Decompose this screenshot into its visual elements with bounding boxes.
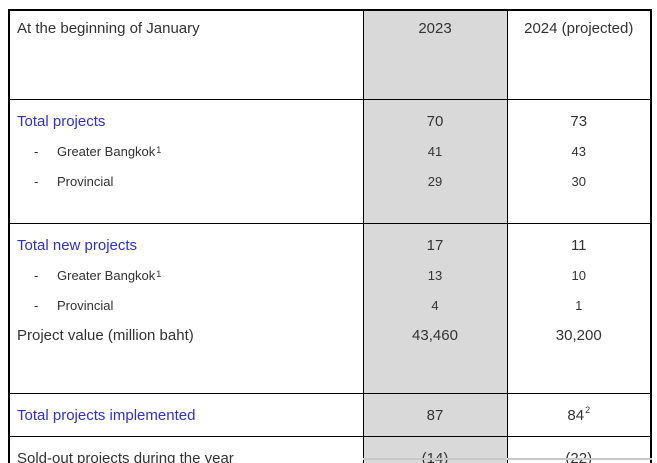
value-2023: 17 — [426, 236, 444, 254]
section-title-row: Total projects — [17, 106, 359, 136]
value-2024: 84 — [567, 406, 585, 424]
value-2023: 87 — [426, 406, 444, 424]
value-2024: 11 — [570, 236, 587, 254]
footnote-marker-2: 2 — [585, 404, 591, 415]
dash-bullet: - — [34, 143, 39, 159]
value-2024: 1 — [575, 297, 583, 313]
value-2023: 4 — [431, 297, 439, 313]
header-row-label: At the beginning of January — [8, 9, 364, 100]
sub-row-label: Greater Bangkok — [57, 267, 156, 283]
value-2024: 30 — [571, 173, 586, 189]
section-title-label: Total new projects — [17, 236, 138, 254]
sub-row: - Greater Bangkok 1 — [34, 267, 162, 283]
section-title-label: Total projects implemented — [17, 406, 196, 424]
dash-bullet: - — [34, 297, 39, 313]
dash-bullet: - — [34, 267, 39, 283]
sub-row: - Provincial — [17, 290, 359, 320]
sub-row-label: Provincial — [57, 297, 114, 313]
dash-bullet: - — [34, 173, 39, 189]
row-label: Project value (million baht) — [17, 326, 194, 344]
projects-summary-table: At the beginning of January 2023 2024 (p… — [8, 9, 652, 463]
table-section-total-projects: Total projects - Greater Bangkok 1 - Provin… — [8, 99, 652, 224]
sub-row: - Provincial — [17, 166, 359, 196]
sub-row: - Greater Bangkok 1 — [34, 143, 162, 159]
value-2023: (14) — [421, 449, 449, 463]
value-2024: 10 — [571, 267, 586, 283]
table-header-row: At the beginning of January 2023 2024 (p… — [8, 9, 652, 100]
value-2024: 30,200 — [555, 326, 602, 344]
value-2024: 43 — [571, 143, 586, 159]
header-col-2024: 2024 (projected) — [506, 9, 652, 100]
value-2023: 70 — [426, 112, 444, 130]
value-2023: 13 — [427, 267, 443, 283]
table-section-total-new-projects: Total new projects - Greater Bangkok 1 - Pr… — [8, 223, 652, 394]
section-title-label: Total projects — [17, 112, 106, 130]
value-2023: 43,460 — [412, 326, 458, 344]
row-label: Sold-out projects during the year — [17, 449, 234, 463]
value-2024: (22) — [565, 449, 593, 463]
header-col-2023: 2023 — [362, 9, 508, 100]
value-2024: 73 — [570, 112, 588, 130]
table-row-projects-implemented: Total projects implemented 87 842 — [8, 393, 652, 437]
sub-row-label: Provincial — [57, 173, 114, 189]
sub-row-label: Greater Bangkok — [57, 143, 156, 159]
cropped-next-row-edge — [363, 458, 652, 460]
value-2023: 41 — [427, 143, 443, 159]
section-title-row: Total new projects — [17, 230, 359, 260]
value-2023: 29 — [427, 173, 443, 189]
